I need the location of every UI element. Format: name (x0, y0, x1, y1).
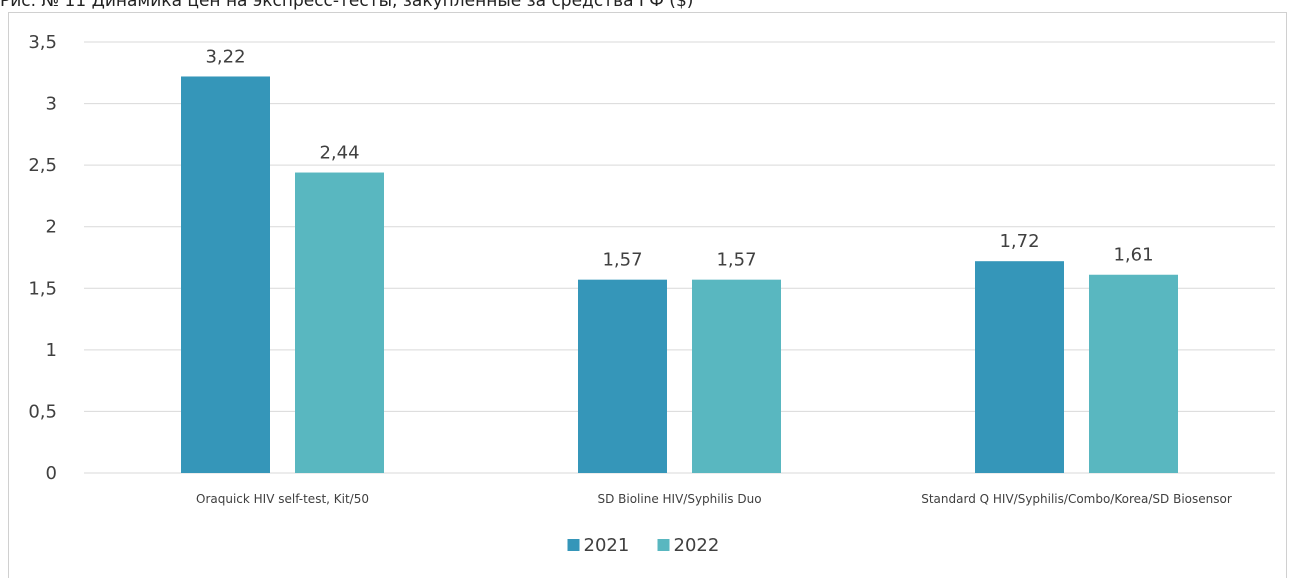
data-label: 1,57 (602, 250, 642, 271)
y-tick-label: 1,5 (28, 278, 57, 299)
data-label: 1,61 (1113, 245, 1153, 266)
data-label: 1,57 (716, 250, 756, 271)
y-tick-label: 0,5 (28, 401, 57, 422)
y-tick-label: 1 (46, 340, 57, 361)
y-tick-label: 0 (46, 463, 57, 484)
x-category-label: SD Bioline HIV/Syphilis Duo (597, 492, 761, 506)
bar-2022 (692, 279, 781, 473)
legend-label: 2022 (674, 535, 720, 556)
y-tick-label: 2,5 (28, 155, 57, 176)
bar-2022 (295, 172, 384, 473)
figure-caption: Рис. № 11 Динамика цен на экспресс-тесты… (0, 0, 694, 11)
x-category-label: Oraquick HIV self-test, Kit/50 (196, 492, 369, 506)
y-tick-label: 3 (46, 94, 57, 115)
bar-2021 (975, 261, 1064, 473)
legend-label: 2021 (584, 535, 630, 556)
bar-2022 (1089, 274, 1178, 473)
data-label: 3,22 (205, 46, 245, 67)
y-tick-label: 2 (46, 217, 57, 238)
bar-2021 (181, 76, 270, 473)
data-label: 1,72 (999, 231, 1039, 252)
bar-2021 (578, 279, 667, 473)
chart-frame (8, 12, 1287, 578)
x-category-label: Standard Q HIV/Syphilis/Combo/Korea/SD B… (921, 492, 1232, 506)
legend-swatch-2022 (657, 539, 670, 551)
legend-swatch-2021 (567, 539, 580, 551)
y-tick-label: 3,5 (28, 32, 57, 53)
data-label: 2,44 (319, 143, 359, 164)
